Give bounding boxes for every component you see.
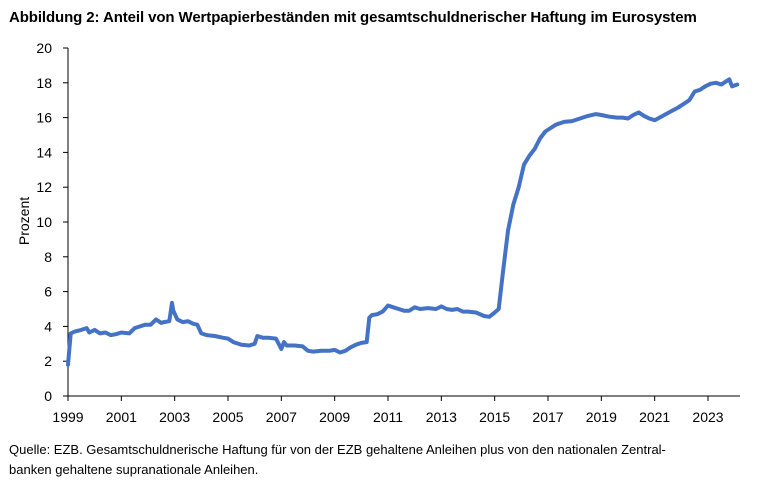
y-tick-label: 2 (44, 353, 52, 369)
chart-title: Abbildung 2: Anteil von Wertpapierbestän… (9, 9, 697, 26)
y-tick-label: 16 (36, 110, 52, 126)
x-tick-label: 2001 (106, 409, 137, 425)
x-tick-label: 2023 (692, 409, 723, 425)
y-tick-label: 20 (36, 40, 52, 56)
y-tick-label: 0 (44, 388, 52, 404)
y-axis-label: Prozent (16, 197, 32, 245)
x-tick-label: 2005 (212, 409, 243, 425)
source-note: Quelle: EZB. Gesamtschuldnerische Haftun… (9, 440, 749, 480)
x-axis: 1999 2001 2003 2005 2007 2009 2011 2013 2015 2017… (52, 395, 740, 425)
y-tick-label: 12 (36, 179, 52, 195)
x-tick-label: 2019 (586, 409, 617, 425)
source-note-line-1: Quelle: EZB. Gesamtschuldnerische Haftun… (9, 442, 666, 457)
y-tick-label: 10 (36, 214, 52, 230)
series-line (66, 77, 740, 367)
x-tick-label: 2021 (639, 409, 670, 425)
y-tick-label: 6 (44, 284, 52, 300)
y-tick-label: 18 (36, 75, 52, 91)
y-tick-label: 4 (44, 318, 52, 334)
x-tick-label: 2003 (159, 409, 190, 425)
y-tick-label: 14 (36, 144, 52, 160)
x-tick-label: 2015 (479, 409, 510, 425)
x-tick-label: 1999 (52, 409, 83, 425)
x-tick-label: 2013 (426, 409, 457, 425)
source-note-line-2: banken gehaltene supranationale Anleihen… (9, 462, 259, 477)
x-tick-label: 2017 (532, 409, 563, 425)
y-tick-label: 8 (44, 249, 52, 265)
series-group (66, 77, 740, 367)
x-tick-label: 2009 (319, 409, 350, 425)
x-tick-label: 2011 (373, 409, 403, 425)
y-axis: 0 2 4 6 8 10 12 14 16 18 20 (36, 40, 69, 404)
x-tick-label: 2007 (266, 409, 297, 425)
